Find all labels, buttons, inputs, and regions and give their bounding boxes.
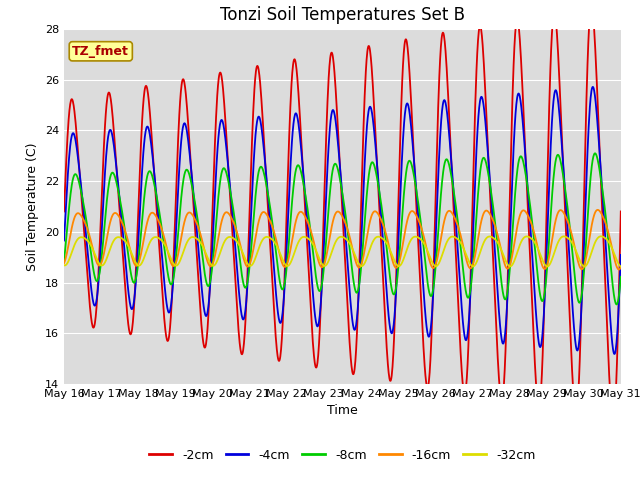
-8cm <box>612 301 620 307</box>
Line: -8cm: -8cm <box>64 153 621 304</box>
-4cm <box>551 90 559 96</box>
-8cm <box>502 297 509 302</box>
-2cm <box>184 116 191 121</box>
-2cm <box>170 238 178 244</box>
-32cm <box>580 264 588 269</box>
-4cm <box>60 238 68 243</box>
-16cm <box>60 260 68 266</box>
Line: -2cm: -2cm <box>64 6 621 421</box>
-32cm <box>502 257 509 263</box>
-4cm <box>617 252 625 258</box>
Y-axis label: Soil Temperature (C): Soil Temperature (C) <box>26 142 39 271</box>
-2cm <box>609 418 617 424</box>
-16cm <box>551 222 559 228</box>
Title: Tonzi Soil Temperatures Set B: Tonzi Soil Temperatures Set B <box>220 6 465 24</box>
-2cm <box>246 193 254 199</box>
-8cm <box>551 165 559 170</box>
-16cm <box>246 260 254 266</box>
-32cm <box>597 233 605 239</box>
-16cm <box>594 207 602 213</box>
-32cm <box>170 262 178 268</box>
-2cm <box>588 3 595 9</box>
-8cm <box>617 274 625 280</box>
-4cm <box>184 135 191 141</box>
-32cm <box>551 249 559 254</box>
-4cm <box>611 351 618 357</box>
-16cm <box>502 264 509 269</box>
-32cm <box>429 260 436 266</box>
-4cm <box>246 232 254 238</box>
-2cm <box>60 209 68 215</box>
-16cm <box>615 266 623 272</box>
-2cm <box>502 348 509 354</box>
Line: -4cm: -4cm <box>64 87 621 354</box>
-16cm <box>170 263 178 269</box>
-2cm <box>551 10 559 16</box>
-16cm <box>617 264 625 270</box>
-2cm <box>429 296 436 302</box>
-4cm <box>502 327 509 333</box>
-32cm <box>617 264 625 269</box>
-8cm <box>591 150 598 156</box>
Text: TZ_fmet: TZ_fmet <box>72 45 129 58</box>
-4cm <box>170 261 178 266</box>
-16cm <box>184 210 191 216</box>
-8cm <box>60 258 68 264</box>
-4cm <box>429 299 436 305</box>
Line: -16cm: -16cm <box>64 210 621 269</box>
-32cm <box>246 263 254 269</box>
X-axis label: Time: Time <box>327 405 358 418</box>
-8cm <box>429 288 436 294</box>
-32cm <box>60 263 68 268</box>
-8cm <box>246 258 254 264</box>
-8cm <box>184 168 191 173</box>
Legend: -2cm, -4cm, -8cm, -16cm, -32cm: -2cm, -4cm, -8cm, -16cm, -32cm <box>145 444 540 467</box>
-4cm <box>589 84 596 90</box>
-16cm <box>429 265 436 271</box>
-32cm <box>184 238 191 244</box>
Line: -32cm: -32cm <box>64 236 621 266</box>
-8cm <box>170 270 178 276</box>
-2cm <box>617 209 625 215</box>
